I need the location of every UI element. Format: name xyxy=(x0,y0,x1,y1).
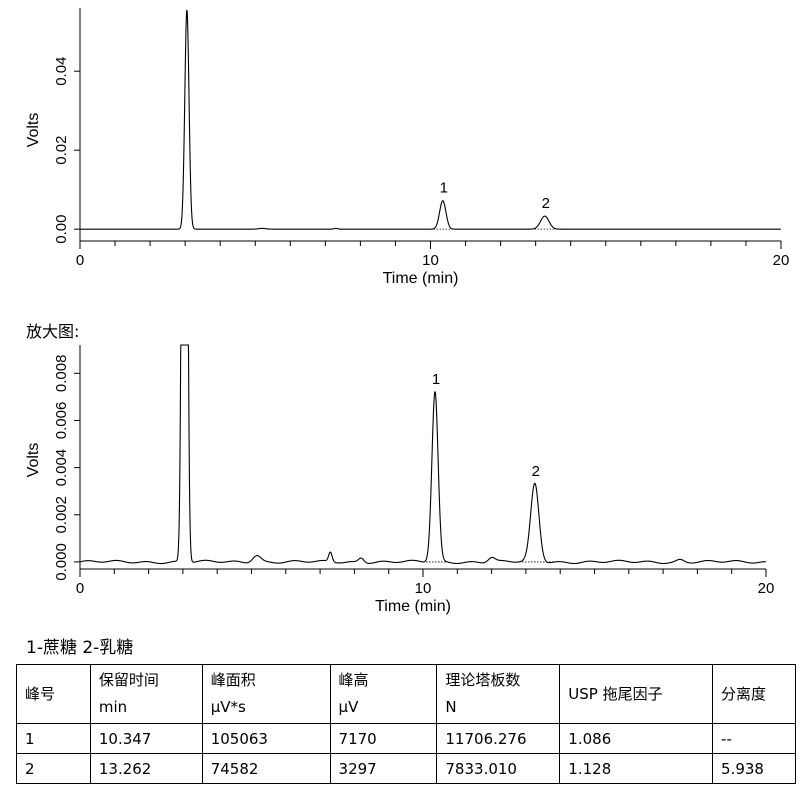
x-tick-label: 10 xyxy=(415,580,432,597)
peak-label: 1 xyxy=(440,180,448,197)
x-tick-label: 10 xyxy=(422,252,439,269)
peak-label: 2 xyxy=(542,195,550,212)
y-axis-label: Volts xyxy=(25,113,42,148)
y-tick-label: 0.006 xyxy=(53,402,70,440)
table-cell: 1.128 xyxy=(559,753,714,784)
y-tick-label: 0.00 xyxy=(53,215,70,244)
table-cell: 3297 xyxy=(329,753,438,784)
header-resolution: 分离度 xyxy=(712,664,796,724)
y-tick-label: 0.008 xyxy=(53,355,70,393)
table-header-row: 峰号 保留时间 min 峰面积 μV*s 峰高 μV 理论塔板数 N USP 拖尾因子 … xyxy=(16,664,796,724)
table-cell: -- xyxy=(712,723,796,754)
table-cell: 7170 xyxy=(329,723,438,754)
chromatogram-trace xyxy=(80,9,781,230)
chromatogram-trace xyxy=(79,344,766,565)
y-tick-label: 0.04 xyxy=(53,57,70,86)
table-cell: 1 xyxy=(16,723,91,754)
peak-label: 2 xyxy=(532,463,540,480)
header-plate-count: 理论塔板数 N xyxy=(436,664,561,724)
table-cell: 11706.276 xyxy=(436,723,561,754)
zoom-caption: 放大图: xyxy=(26,322,80,341)
x-axis-label: Time (min) xyxy=(383,270,459,287)
header-peak-no: 峰号 xyxy=(16,664,91,724)
x-tick-label: 20 xyxy=(758,580,775,597)
y-tick-label: 0.02 xyxy=(53,136,70,165)
x-tick-label: 0 xyxy=(76,252,84,269)
y-tick-label: 0.002 xyxy=(53,496,70,534)
table-cell: 1.086 xyxy=(559,723,714,754)
table-row: 1 10.347 105063 7170 11706.276 1.086 -- xyxy=(16,723,796,754)
header-peak-area: 峰面积 μV*s xyxy=(201,664,331,724)
peak-label: 1 xyxy=(432,371,440,388)
chromatogram-full: 0 10 20 0.00 0.02 0.04 Time (min) Volts 1 2 xyxy=(25,8,790,287)
x-tick-label: 0 xyxy=(76,580,84,597)
y-tick-label: 0.000 xyxy=(53,543,70,581)
header-tailing-factor: USP 拖尾因子 xyxy=(559,664,714,724)
table-cell: 74582 xyxy=(201,753,331,784)
table-cell: 5.938 xyxy=(712,753,796,784)
x-tick-label: 20 xyxy=(773,252,790,269)
table-row: 2 13.262 74582 3297 7833.010 1.128 5.938 xyxy=(16,753,796,784)
peak-legend: 1-蔗糖 2-乳糖 xyxy=(26,638,134,658)
header-peak-height: 峰高 μV xyxy=(329,664,438,724)
header-retention-time: 保留时间 min xyxy=(89,664,203,724)
table-cell: 10.347 xyxy=(89,723,203,754)
table-cell: 2 xyxy=(16,753,91,784)
y-tick-label: 0.004 xyxy=(53,449,70,487)
table-cell: 7833.010 xyxy=(436,753,561,784)
chromatogram-zoomed: 0 10 20 0.000 0.002 0.004 0.006 0.008 Time (min)… xyxy=(25,344,775,615)
table-cell: 105063 xyxy=(201,723,331,754)
table-cell: 13.262 xyxy=(89,753,203,784)
x-axis-label: Time (min) xyxy=(375,598,451,615)
y-axis-label: Volts xyxy=(25,443,42,478)
peak-results-table: 峰号 保留时间 min 峰面积 μV*s 峰高 μV 理论塔板数 N USP 拖尾因子 … xyxy=(16,664,796,784)
